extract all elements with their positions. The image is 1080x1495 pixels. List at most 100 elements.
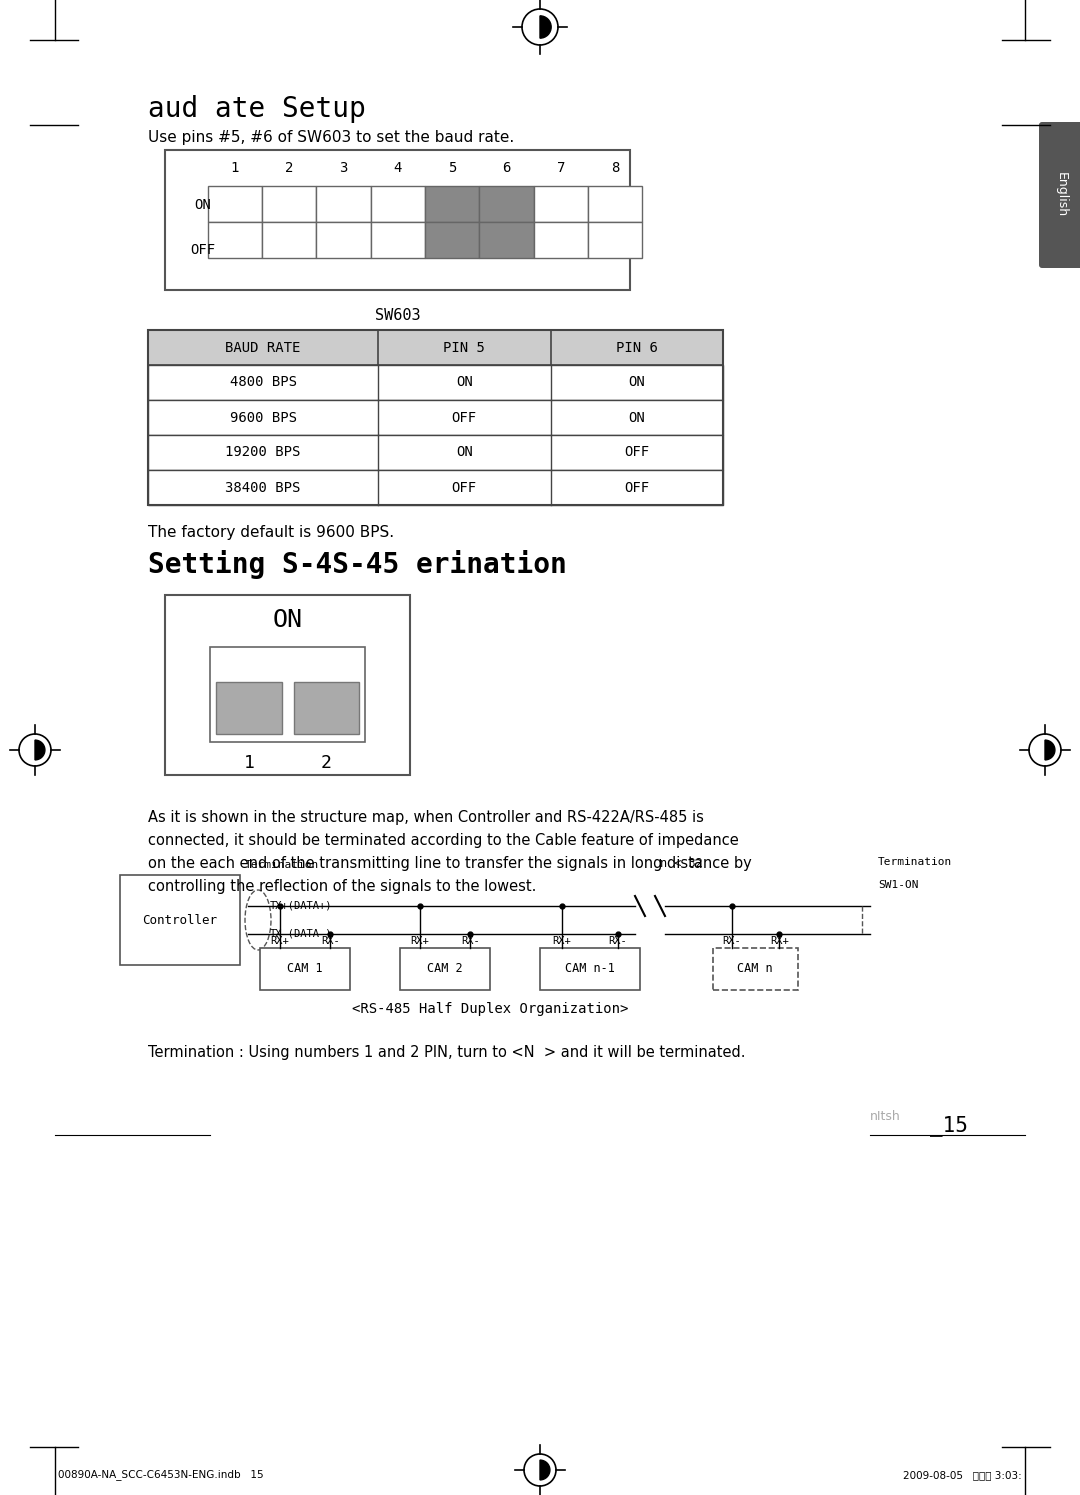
Text: Termination: Termination <box>245 860 320 870</box>
Text: OFF: OFF <box>624 480 649 495</box>
Text: SW1-ON: SW1-ON <box>878 881 918 890</box>
Text: The factory default is 9600 BPS.: The factory default is 9600 BPS. <box>148 525 394 540</box>
Bar <box>540 948 640 990</box>
Bar <box>210 647 365 742</box>
Bar <box>148 435 723 469</box>
Bar <box>148 401 723 435</box>
Text: OFF: OFF <box>624 446 649 459</box>
Bar <box>262 221 316 259</box>
Text: <RS-485 Half Duplex Organization>: <RS-485 Half Duplex Organization> <box>352 1002 629 1017</box>
Text: Termination : Using numbers 1 and 2 PIN, turn to <N  > and it will be terminated: Termination : Using numbers 1 and 2 PIN,… <box>148 1045 745 1060</box>
Text: SW603: SW603 <box>375 308 420 323</box>
Bar <box>207 185 262 221</box>
Text: TX+(DATA+): TX+(DATA+) <box>270 901 333 910</box>
Text: aud ate Setup: aud ate Setup <box>148 96 366 123</box>
Wedge shape <box>540 16 551 39</box>
Bar <box>262 185 316 221</box>
Text: ON: ON <box>456 446 473 459</box>
Text: Setting S-4S-45 erination: Setting S-4S-45 erination <box>148 550 567 579</box>
Text: controlling the reflection of the signals to the lowest.: controlling the reflection of the signal… <box>148 879 537 894</box>
Bar <box>148 330 723 505</box>
Text: RX-: RX- <box>321 936 339 946</box>
Text: Termination: Termination <box>878 857 953 867</box>
Text: PIN 6: PIN 6 <box>616 341 658 354</box>
Text: on the each end of the transmitting line to transfer the signals in long distanc: on the each end of the transmitting line… <box>148 857 752 872</box>
Text: 8: 8 <box>611 161 619 175</box>
Text: ON: ON <box>629 411 645 425</box>
Text: OFF: OFF <box>451 411 476 425</box>
Text: TX-(DATA-): TX-(DATA-) <box>270 928 333 939</box>
Text: RX+: RX+ <box>553 936 571 946</box>
Bar <box>216 682 282 734</box>
Bar <box>480 185 534 221</box>
Text: ON: ON <box>629 375 645 390</box>
Bar <box>260 948 350 990</box>
Text: 5: 5 <box>448 161 457 175</box>
Text: 4800 BPS: 4800 BPS <box>229 375 297 390</box>
Bar <box>148 365 723 401</box>
Text: 19200 BPS: 19200 BPS <box>226 446 300 459</box>
Text: 7: 7 <box>556 161 565 175</box>
Bar <box>713 948 798 990</box>
Text: RX-: RX- <box>461 936 480 946</box>
Text: Controller: Controller <box>143 913 217 927</box>
Bar <box>480 221 534 259</box>
Text: RX+: RX+ <box>770 936 788 946</box>
Text: OFF: OFF <box>190 244 216 257</box>
Text: CAM 2: CAM 2 <box>428 963 463 976</box>
Text: ON: ON <box>194 197 212 212</box>
Bar <box>370 185 426 221</box>
Wedge shape <box>35 740 45 759</box>
Text: nItsh: nItsh <box>870 1109 901 1123</box>
Bar <box>207 221 262 259</box>
Text: OFF: OFF <box>451 480 476 495</box>
Bar <box>400 948 490 990</box>
FancyBboxPatch shape <box>1039 123 1080 268</box>
Text: RX-: RX- <box>723 936 741 946</box>
Text: CAM n: CAM n <box>738 963 773 976</box>
Text: 1: 1 <box>231 161 239 175</box>
Wedge shape <box>540 1461 550 1480</box>
Bar <box>165 595 410 774</box>
Text: 2: 2 <box>321 753 332 771</box>
Bar <box>148 469 723 505</box>
Text: 6: 6 <box>502 161 511 175</box>
Text: English: English <box>1054 172 1067 218</box>
Text: 2: 2 <box>285 161 294 175</box>
Text: connected, it should be terminated according to the Cable feature of impedance: connected, it should be terminated accor… <box>148 833 739 848</box>
Bar <box>534 185 588 221</box>
Text: 00890A-NA_SCC-C6453N-ENG.indb   15: 00890A-NA_SCC-C6453N-ENG.indb 15 <box>58 1470 264 1480</box>
Bar <box>148 330 723 365</box>
Text: 9600 BPS: 9600 BPS <box>229 411 297 425</box>
Text: 38400 BPS: 38400 BPS <box>226 480 300 495</box>
Bar <box>370 221 426 259</box>
Bar <box>120 875 240 964</box>
Text: CAM n-1: CAM n-1 <box>565 963 615 976</box>
Bar <box>294 682 359 734</box>
Text: 1: 1 <box>243 753 254 771</box>
Text: 4: 4 <box>394 161 402 175</box>
Text: BAUD RATE: BAUD RATE <box>226 341 300 354</box>
Text: As it is shown in the structure map, when Controller and RS-422A/RS-485 is: As it is shown in the structure map, whe… <box>148 810 704 825</box>
Text: ON: ON <box>456 375 473 390</box>
Bar <box>426 185 480 221</box>
Bar <box>426 221 480 259</box>
Bar <box>165 150 630 290</box>
Text: PIN 5: PIN 5 <box>443 341 485 354</box>
Text: RX-: RX- <box>609 936 627 946</box>
Text: 3: 3 <box>339 161 348 175</box>
Text: ON: ON <box>272 608 302 632</box>
Bar <box>588 221 643 259</box>
Text: RX+: RX+ <box>270 936 289 946</box>
Text: _15: _15 <box>930 1115 968 1136</box>
Bar <box>316 221 370 259</box>
Text: 2009-08-05   お午後 3:03:: 2009-08-05 お午後 3:03: <box>903 1470 1022 1480</box>
Wedge shape <box>1045 740 1055 759</box>
Bar <box>588 185 643 221</box>
Bar <box>534 221 588 259</box>
Text: RX+: RX+ <box>410 936 429 946</box>
Text: Use pins #5, #6 of SW603 to set the baud rate.: Use pins #5, #6 of SW603 to set the baud… <box>148 130 514 145</box>
Bar <box>316 185 370 221</box>
Text: n < 32: n < 32 <box>660 857 703 870</box>
Text: CAM 1: CAM 1 <box>287 963 323 976</box>
